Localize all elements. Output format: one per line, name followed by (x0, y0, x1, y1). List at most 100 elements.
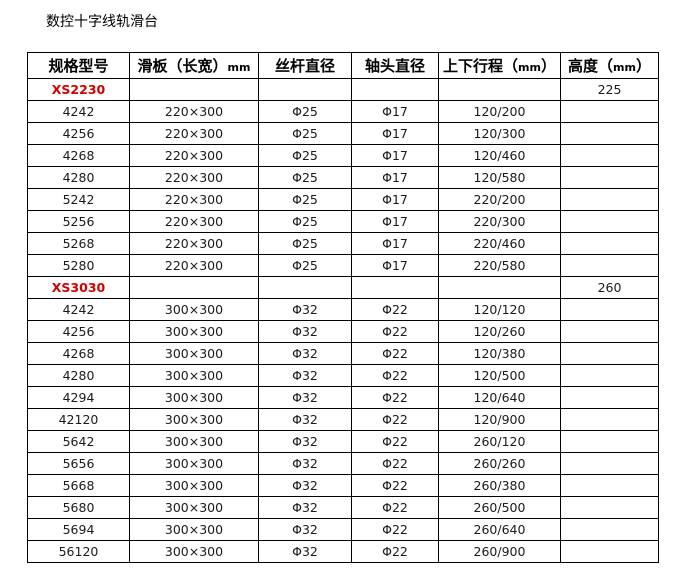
table-row: 5242 220×300 Φ25 Φ17 220/200 (27, 188, 659, 211)
table-row: 5680 300×300 Φ32 Φ22 260/500 (27, 496, 659, 519)
cell-model: 42120 (27, 408, 130, 431)
column-header-label: 滑板（长宽） (137, 57, 228, 75)
cell-model: 4280 (27, 166, 130, 189)
table-row: 5642 300×300 Φ32 Φ22 260/120 (27, 430, 659, 453)
cell-screw-diameter (258, 78, 352, 101)
cell-shaft-diameter: Φ17 (351, 210, 439, 233)
table-row: 5280 220×300 Φ25 Φ17 220/580 (27, 254, 659, 277)
cell-model: 4294 (27, 386, 130, 409)
cell-height (560, 144, 659, 167)
cell-plate: 300×300 (129, 364, 259, 387)
table-row: 5656 300×300 Φ32 Φ22 260/260 (27, 452, 659, 475)
table-row: 5256 220×300 Φ25 Φ17 220/300 (27, 210, 659, 233)
cell-shaft-diameter (351, 78, 439, 101)
cell-plate: 220×300 (129, 232, 259, 255)
cell-shaft-diameter: Φ22 (351, 518, 439, 541)
cell-shaft-diameter: Φ22 (351, 408, 439, 431)
cell-plate: 220×300 (129, 210, 259, 233)
table-row: 5668 300×300 Φ32 Φ22 260/380 (27, 474, 659, 497)
cell-plate: 220×300 (129, 166, 259, 189)
cell-travel: 120/380 (438, 342, 561, 365)
cell-shaft-diameter: Φ17 (351, 188, 439, 211)
cell-model: 4256 (27, 320, 130, 343)
cell-height (560, 408, 659, 431)
cell-shaft-diameter: Φ22 (351, 298, 439, 321)
cell-model: 5256 (27, 210, 130, 233)
cell-plate: 300×300 (129, 408, 259, 431)
cell-height: 225 (560, 78, 659, 101)
cell-shaft-diameter: Φ17 (351, 144, 439, 167)
cell-plate: 220×300 (129, 144, 259, 167)
column-header-screw-diameter: 丝杆直径 (258, 52, 352, 79)
cell-shaft-diameter: Φ22 (351, 496, 439, 519)
cell-plate: 300×300 (129, 298, 259, 321)
cell-height (560, 122, 659, 145)
cell-model: 4242 (27, 100, 130, 123)
cell-screw-diameter: Φ25 (258, 100, 352, 123)
cell-height (560, 386, 659, 409)
cell-height (560, 430, 659, 453)
cell-travel: 220/460 (438, 232, 561, 255)
table-body: XS2230 225 4242 220×300 Φ25 Φ17 120/200 4256 220… (27, 78, 659, 563)
table-row: 4280 220×300 Φ25 Φ17 120/580 (27, 166, 659, 189)
column-header-label-tail: ） (635, 57, 651, 75)
column-header-label: 上下行程（ (443, 57, 519, 75)
cell-model: 5656 (27, 452, 130, 475)
cell-travel: 120/300 (438, 122, 561, 145)
cell-screw-diameter: Φ32 (258, 364, 352, 387)
cell-height: 260 (560, 276, 659, 299)
cell-model: 5242 (27, 188, 130, 211)
table-row: 4242 300×300 Φ32 Φ22 120/120 (27, 298, 659, 321)
cell-shaft-diameter: Φ22 (351, 430, 439, 453)
cell-screw-diameter: Φ25 (258, 166, 352, 189)
cell-height (560, 100, 659, 123)
cell-height (560, 342, 659, 365)
cell-screw-diameter: Φ32 (258, 430, 352, 453)
table-row: 4268 300×300 Φ32 Φ22 120/380 (27, 342, 659, 365)
column-header-label-tail: ） (540, 57, 556, 75)
table-row: 4280 300×300 Φ32 Φ22 120/500 (27, 364, 659, 387)
cell-plate: 300×300 (129, 540, 259, 563)
cell-travel: 260/260 (438, 452, 561, 475)
cell-model: 56120 (27, 540, 130, 563)
cell-travel: 260/640 (438, 518, 561, 541)
cell-height (560, 496, 659, 519)
cell-shaft-diameter: Φ22 (351, 452, 439, 475)
cell-shaft-diameter: Φ17 (351, 254, 439, 277)
table-header-row: 规格型号 滑板（长宽）mm 丝杆直径 轴头直径 上下行程（mm） 高度（mm） (27, 52, 659, 79)
cell-screw-diameter: Φ32 (258, 518, 352, 541)
cell-model: 5280 (27, 254, 130, 277)
cell-travel: 260/500 (438, 496, 561, 519)
cell-screw-diameter: Φ25 (258, 188, 352, 211)
table-row: 4256 220×300 Φ25 Φ17 120/300 (27, 122, 659, 145)
spec-table: 规格型号 滑板（长宽）mm 丝杆直径 轴头直径 上下行程（mm） 高度（mm） … (27, 52, 659, 563)
cell-plate: 300×300 (129, 342, 259, 365)
cell-model: 5642 (27, 430, 130, 453)
cell-height (560, 320, 659, 343)
cell-travel: 220/200 (438, 188, 561, 211)
cell-model: 4268 (27, 342, 130, 365)
cell-screw-diameter: Φ25 (258, 210, 352, 233)
cell-plate: 300×300 (129, 496, 259, 519)
table-row: 56120 300×300 Φ32 Φ22 260/900 (27, 540, 659, 563)
table-row: 4268 220×300 Φ25 Φ17 120/460 (27, 144, 659, 167)
cell-shaft-diameter: Φ17 (351, 100, 439, 123)
spec-table-container: 规格型号 滑板（长宽）mm 丝杆直径 轴头直径 上下行程（mm） 高度（mm） … (27, 52, 659, 563)
cell-screw-diameter: Φ25 (258, 232, 352, 255)
cell-height (560, 364, 659, 387)
cell-screw-diameter: Φ32 (258, 496, 352, 519)
column-header-travel: 上下行程（mm） (438, 52, 561, 79)
cell-travel: 120/460 (438, 144, 561, 167)
cell-shaft-diameter: Φ17 (351, 166, 439, 189)
table-header: 规格型号 滑板（长宽）mm 丝杆直径 轴头直径 上下行程（mm） 高度（mm） (27, 52, 659, 79)
cell-plate: 220×300 (129, 254, 259, 277)
cell-screw-diameter: Φ32 (258, 408, 352, 431)
cell-plate: 300×300 (129, 386, 259, 409)
cell-screw-diameter (258, 276, 352, 299)
cell-model: 4256 (27, 122, 130, 145)
column-header-height: 高度（mm） (560, 52, 659, 79)
table-row: 42120 300×300 Φ32 Φ22 120/900 (27, 408, 659, 431)
column-header-label: 丝杆直径 (274, 57, 335, 75)
cell-height (560, 474, 659, 497)
